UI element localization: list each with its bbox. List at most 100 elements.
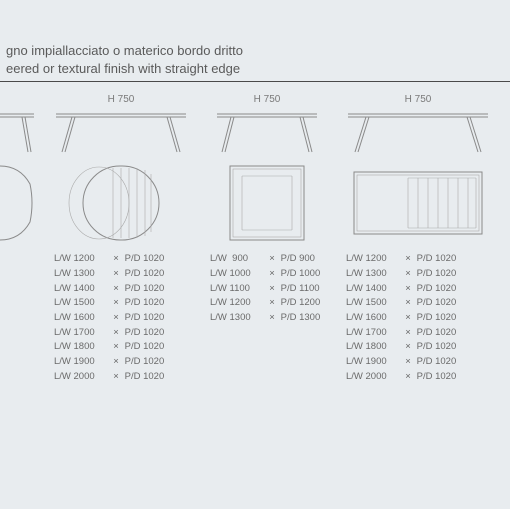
sep: × bbox=[402, 296, 414, 311]
pd-value: P/D 1020 bbox=[414, 267, 456, 282]
lw-value: L/W 2000 bbox=[346, 370, 402, 385]
pd-value: P/D 1020 bbox=[122, 370, 164, 385]
sep: × bbox=[110, 326, 122, 341]
dimension-row: L/W 1800× P/D 1020 bbox=[346, 340, 492, 355]
lw-value: L/W 1200 bbox=[210, 296, 266, 311]
top-shape-rect-icon bbox=[348, 164, 488, 242]
table-side-rect-icon bbox=[344, 112, 492, 154]
pd-value: P/D 1020 bbox=[122, 267, 164, 282]
lw-value: L/W 1200 bbox=[346, 252, 402, 267]
dimension-row: L/W 1200× P/D 1020 bbox=[346, 252, 492, 267]
divider bbox=[0, 81, 510, 82]
lw-value: L/W 1100 bbox=[210, 282, 266, 297]
pd-value: P/D 1020 bbox=[414, 370, 456, 385]
sep: × bbox=[110, 296, 122, 311]
pd-value: P/D 1000 bbox=[278, 267, 320, 282]
sep: × bbox=[402, 311, 414, 326]
lw-value: L/W 1400 bbox=[54, 282, 110, 297]
pd-value: P/D 1020 bbox=[122, 252, 164, 267]
lw-value: L/W 1900 bbox=[346, 355, 402, 370]
dimension-row: L/W 1700× P/D 1020 bbox=[54, 326, 190, 341]
sep: × bbox=[110, 252, 122, 267]
dimension-row: L/W 1500× P/D 1020 bbox=[54, 296, 190, 311]
pd-value: P/D 1100 bbox=[278, 282, 320, 297]
sep: × bbox=[110, 370, 122, 385]
dimension-row: L/W 1800× P/D 1020 bbox=[54, 340, 190, 355]
lw-value: L/W 1300 bbox=[210, 311, 266, 326]
sep: × bbox=[266, 296, 278, 311]
sep: × bbox=[110, 340, 122, 355]
sep: × bbox=[402, 370, 414, 385]
dimension-row: L/W 1400× P/D 1020 bbox=[346, 282, 492, 297]
lw-value: L/W 1000 bbox=[210, 267, 266, 282]
sep: × bbox=[110, 267, 122, 282]
pd-value: P/D 1020 bbox=[122, 340, 164, 355]
lw-value: L/W 1300 bbox=[346, 267, 402, 282]
lw-value: L/W 1600 bbox=[54, 311, 110, 326]
lw-value: L/W 1400 bbox=[346, 282, 402, 297]
lw-value: L/W 2000 bbox=[54, 370, 110, 385]
sep: × bbox=[266, 267, 278, 282]
pd-value: P/D 1020 bbox=[414, 311, 456, 326]
sep: × bbox=[402, 340, 414, 355]
sep: × bbox=[110, 355, 122, 370]
pd-value: P/D 1020 bbox=[122, 311, 164, 326]
spec-sheet: gno impiallacciato o materico bordo drit… bbox=[0, 0, 510, 385]
dimension-row: L/W 1000× P/D 1000 bbox=[210, 267, 326, 282]
table-side-square-icon bbox=[213, 112, 321, 154]
variant-column-rect: H 750 bbox=[344, 94, 492, 384]
table-side-partial-icon bbox=[0, 112, 34, 154]
lw-value: L/W 1800 bbox=[346, 340, 402, 355]
dim-list-square: L/W 900× P/D 900L/W 1000× P/D 1000L/W 11… bbox=[208, 252, 326, 326]
pd-value: P/D 1020 bbox=[414, 252, 456, 267]
dimension-row: L/W 1400× P/D 1020 bbox=[54, 282, 190, 297]
dimension-row: L/W 1500× P/D 1020 bbox=[346, 296, 492, 311]
dimension-row: L/W 1200× P/D 1020 bbox=[54, 252, 190, 267]
lw-value: L/W 1700 bbox=[54, 326, 110, 341]
lw-value: L/W 1500 bbox=[54, 296, 110, 311]
dimension-row: L/W 1900× P/D 1020 bbox=[54, 355, 190, 370]
lw-value: L/W 1300 bbox=[54, 267, 110, 282]
sep: × bbox=[402, 252, 414, 267]
pd-value: P/D 1020 bbox=[414, 326, 456, 341]
title-italian: gno impiallacciato o materico bordo drit… bbox=[6, 42, 510, 60]
lw-value: L/W 1500 bbox=[346, 296, 402, 311]
pd-value: P/D 1300 bbox=[278, 311, 320, 326]
lw-value: L/W 900 bbox=[210, 252, 266, 267]
dimension-row: L/W 1100× P/D 1100 bbox=[210, 282, 326, 297]
title-block: gno impiallacciato o materico bordo drit… bbox=[0, 42, 510, 77]
dimension-row: L/W 900× P/D 900 bbox=[210, 252, 326, 267]
variant-columns: H 750 L/W 1200× P/D 1020L/W 1300× P/D 10 bbox=[0, 94, 510, 384]
pd-value: P/D 1020 bbox=[122, 326, 164, 341]
sep: × bbox=[110, 311, 122, 326]
lw-value: L/W 1600 bbox=[346, 311, 402, 326]
dimension-row: L/W 1600× P/D 1020 bbox=[346, 311, 492, 326]
height-label: H 750 bbox=[254, 94, 281, 108]
sep: × bbox=[402, 282, 414, 297]
lw-value: L/W 1900 bbox=[54, 355, 110, 370]
dimension-row: L/W 2000× P/D 1020 bbox=[54, 370, 190, 385]
lw-value: L/W 1700 bbox=[346, 326, 402, 341]
dimension-row: L/W 1700× P/D 1020 bbox=[346, 326, 492, 341]
sep: × bbox=[266, 282, 278, 297]
dim-list-rect: L/W 1200× P/D 1020L/W 1300× P/D 1020L/W … bbox=[344, 252, 492, 384]
pd-value: P/D 1020 bbox=[414, 296, 456, 311]
dimension-row: L/W 1600× P/D 1020 bbox=[54, 311, 190, 326]
lw-value: L/W 1800 bbox=[54, 340, 110, 355]
dimension-row: L/W 1300× P/D 1020 bbox=[54, 267, 190, 282]
lw-value: L/W 1200 bbox=[54, 252, 110, 267]
pd-value: P/D 1020 bbox=[122, 355, 164, 370]
dimension-row: L/W 2000× P/D 1020 bbox=[346, 370, 492, 385]
table-side-oval-icon bbox=[52, 112, 190, 154]
top-shape-square-icon bbox=[224, 164, 310, 242]
dim-list-oval: L/W 1200× P/D 1020L/W 1300× P/D 1020L/W … bbox=[52, 252, 190, 384]
sep: × bbox=[110, 282, 122, 297]
pd-value: P/D 1200 bbox=[278, 296, 320, 311]
pd-value: P/D 1020 bbox=[122, 282, 164, 297]
variant-column-oval: H 750 L/W 1200× P/D 1020L/W 1300× P/D 10 bbox=[52, 94, 190, 384]
pd-value: P/D 1020 bbox=[122, 296, 164, 311]
pd-value: P/D 1020 bbox=[414, 340, 456, 355]
height-label: H 750 bbox=[108, 94, 135, 108]
sep: × bbox=[402, 326, 414, 341]
pd-value: P/D 1020 bbox=[414, 282, 456, 297]
